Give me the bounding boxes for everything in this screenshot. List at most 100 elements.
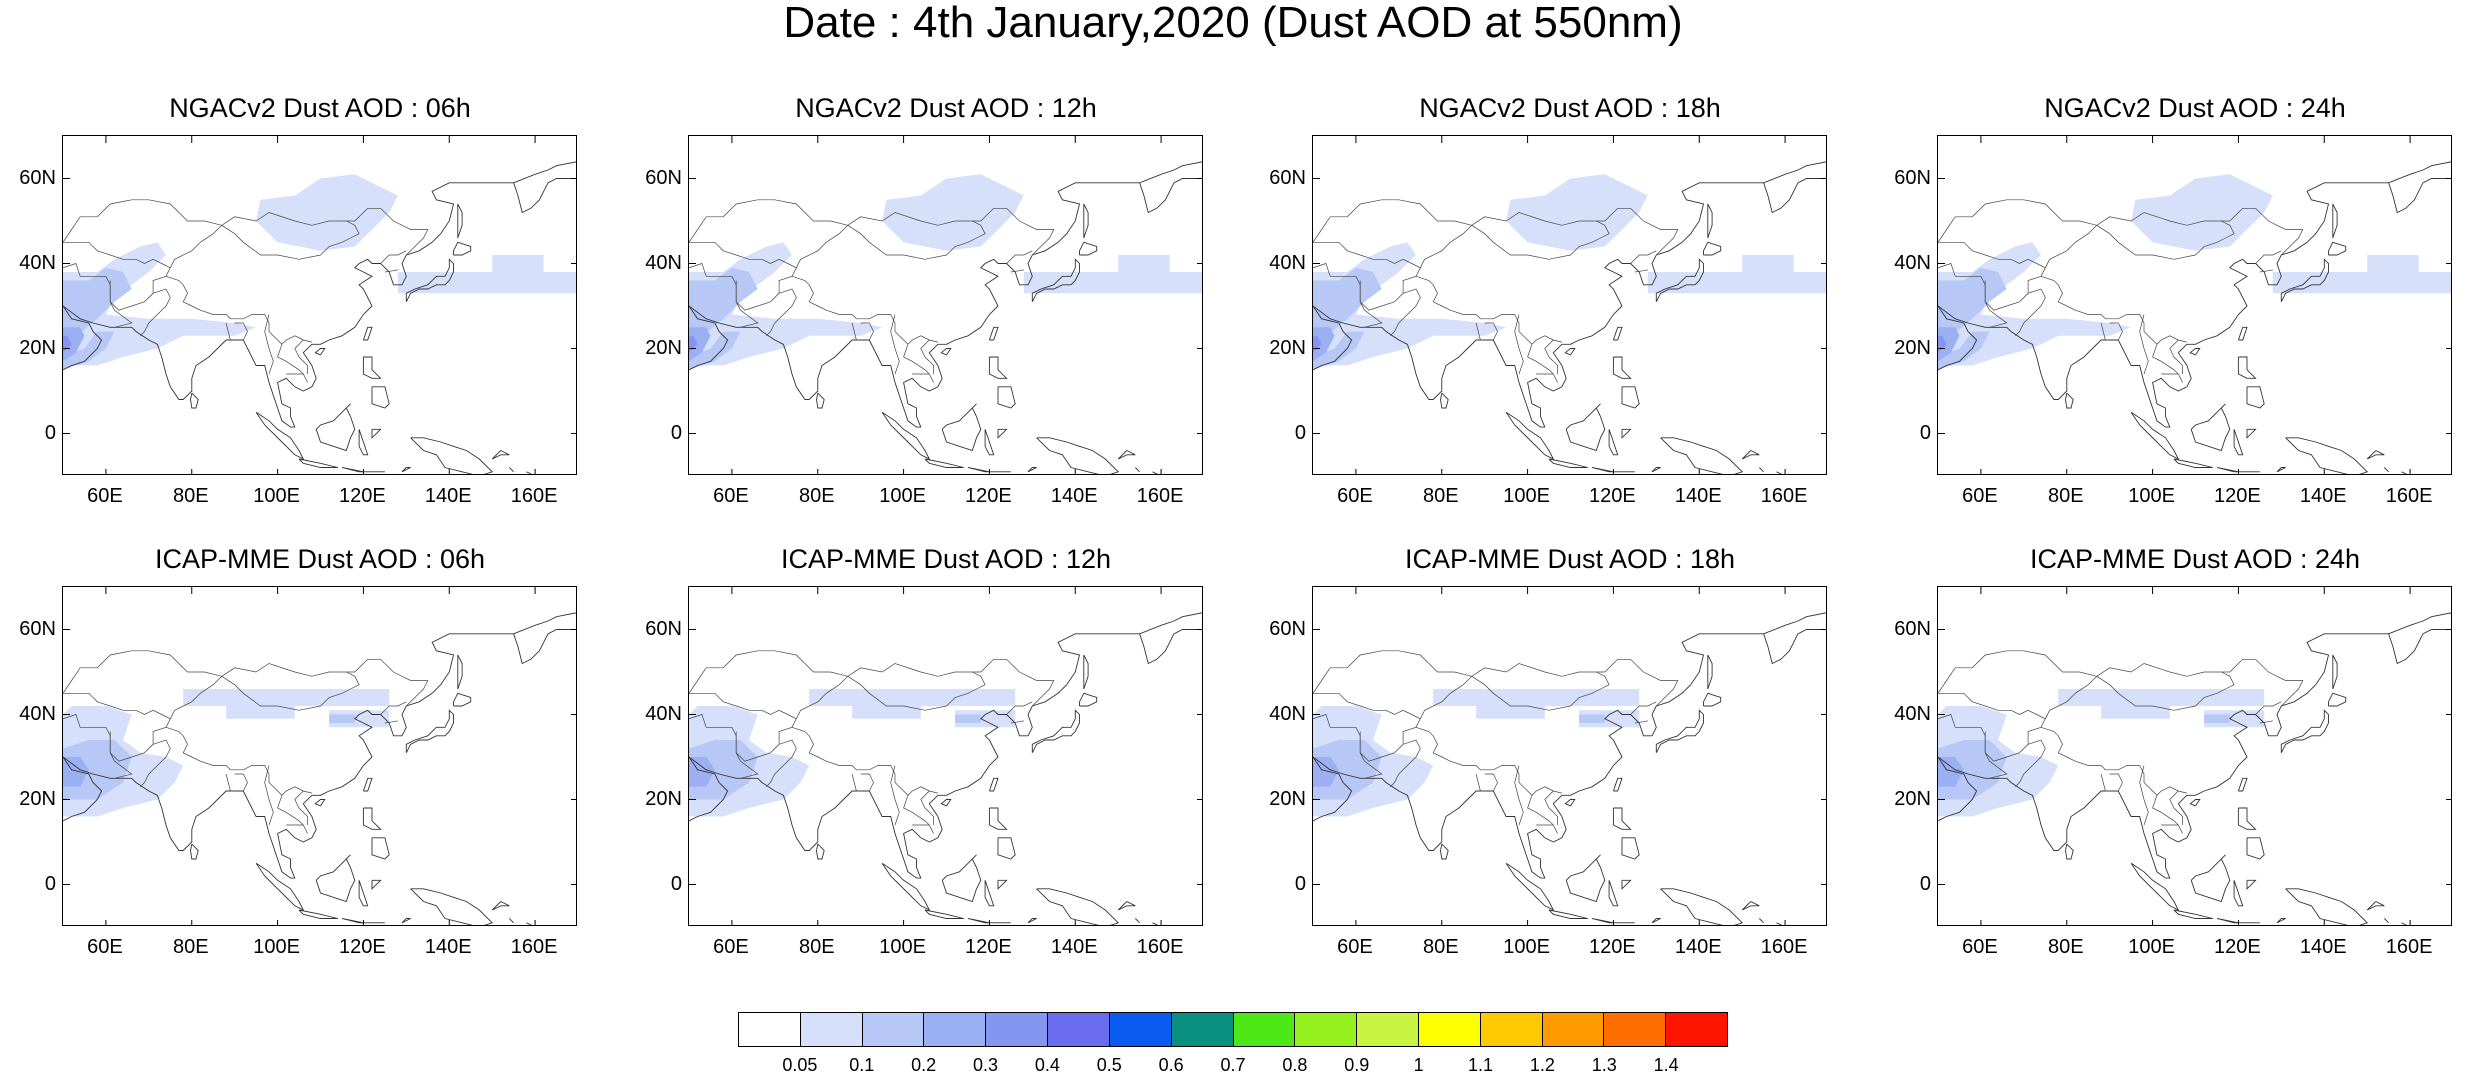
country-border: [1544, 790, 1558, 825]
coastline: [401, 467, 411, 473]
coastline: [2173, 909, 2213, 919]
coastline: [314, 799, 326, 807]
coastline: [1938, 161, 2451, 428]
coastline: [1564, 348, 1576, 356]
country-border: [1006, 250, 1033, 264]
country-border: [890, 765, 900, 826]
coastline: [2173, 458, 2213, 468]
country-border: [735, 731, 759, 779]
dust-aod-region: [1433, 689, 1640, 706]
country-border: [1390, 739, 1421, 788]
country-border: [221, 671, 360, 711]
coastline: [2237, 777, 2248, 792]
dust-aod-region: [492, 255, 544, 272]
country-border: [234, 322, 248, 341]
dust-aod-region: [329, 714, 355, 723]
dust-aod-region: [1506, 174, 1648, 251]
map-panel: [1312, 135, 1827, 475]
country-border: [165, 275, 312, 345]
coastline: [988, 356, 1008, 379]
dust-aod-region: [1938, 327, 1960, 362]
country-border: [2152, 344, 2179, 375]
colorbar-tick-label: 1: [1413, 1055, 1424, 1075]
country-border: [1313, 692, 1421, 762]
coastline: [63, 305, 103, 371]
coastline: [1027, 918, 1037, 924]
lon-tick-label: 120E: [339, 485, 386, 507]
coastline: [1707, 654, 1713, 690]
country-border: [2259, 720, 2273, 724]
lon-tick-label: 120E: [339, 936, 386, 958]
colorbar-tick-label: 0.7: [1220, 1055, 1246, 1075]
lon-tick-label: 100E: [253, 936, 300, 958]
coastline: [1763, 178, 1826, 214]
coastline: [513, 629, 576, 665]
lon-tick-label: 120E: [1589, 936, 1636, 958]
coastline: [2285, 888, 2369, 925]
coastline: [513, 178, 576, 214]
coastline: [1505, 411, 1555, 461]
map-plot: [63, 587, 576, 925]
country-border: [1938, 650, 2304, 707]
coastline: [2328, 692, 2347, 707]
lat-tick-label: 20N: [1894, 787, 1931, 810]
dust-aod-region: [256, 174, 398, 251]
coastline: [298, 458, 338, 468]
panel-title: ICAP-MME Dust AOD : 12h: [780, 544, 1112, 574]
lon-tick-label: 80E: [798, 936, 835, 958]
lat-tick-label: 40N: [19, 251, 56, 274]
coastline: [1591, 918, 1635, 924]
lon-tick-label: 160E: [1136, 485, 1184, 507]
country-border: [1984, 731, 2008, 779]
coastline: [2190, 403, 2231, 452]
coastline: [1651, 467, 1661, 473]
country-border: [63, 199, 429, 256]
country-border: [264, 765, 274, 826]
coastline: [1036, 888, 1120, 925]
colorbar-swatch: [1357, 1013, 1419, 1046]
country-border: [903, 795, 930, 826]
country-border: [1484, 322, 1498, 341]
lat-tick-label: 40N: [1894, 251, 1931, 274]
country-border: [1359, 280, 1383, 328]
coastline: [63, 161, 576, 428]
colorbar-tick-label: 0.4: [1034, 1055, 1060, 1075]
lon-tick-label: 60E: [87, 936, 123, 958]
coastline: [2233, 429, 2244, 456]
lon-tick-label: 100E: [1503, 485, 1550, 507]
colorbar-swatch: [1233, 1013, 1296, 1046]
coastline: [2388, 629, 2451, 665]
figure-title: Date : 4th January,2020 (Dust AOD at 550…: [783, 0, 1683, 47]
dust-aod-region: [1023, 272, 1202, 294]
coastline: [940, 348, 952, 356]
country-border: [1634, 269, 1648, 273]
country-border: [2100, 322, 2110, 341]
dust-aod-region: [63, 327, 85, 362]
country-border: [1536, 824, 1558, 834]
lon-tick-label: 160E: [510, 936, 558, 958]
dust-aod-region: [397, 272, 576, 294]
dust-aod-region: [183, 689, 390, 706]
coastline: [967, 918, 1011, 924]
dust-aod-region: [689, 327, 711, 362]
coastline: [984, 429, 995, 456]
map-plot: [689, 587, 1202, 925]
dust-aod-region: [1938, 331, 1990, 370]
lat-tick-label: 20N: [1269, 336, 1306, 359]
colorbar-swatch: [1295, 1013, 1358, 1046]
country-border: [225, 773, 235, 792]
coastline: [453, 241, 472, 256]
coastline: [63, 612, 576, 879]
country-border: [903, 344, 930, 375]
panel-title: NGACv2 Dust AOD : 12h: [795, 93, 1097, 123]
dust-aod-region: [1313, 267, 1382, 340]
colorbar-swatch: [862, 1013, 925, 1046]
coastline: [997, 386, 1016, 409]
country-border: [2169, 790, 2183, 825]
coastline: [1548, 909, 1588, 919]
lat-tick-label: 60N: [1269, 617, 1306, 640]
colorbar-swatch: [1542, 1013, 1605, 1046]
coastline: [1079, 241, 1098, 256]
colorbar-swatch: [1604, 1013, 1667, 1046]
coastline: [1313, 612, 1826, 879]
